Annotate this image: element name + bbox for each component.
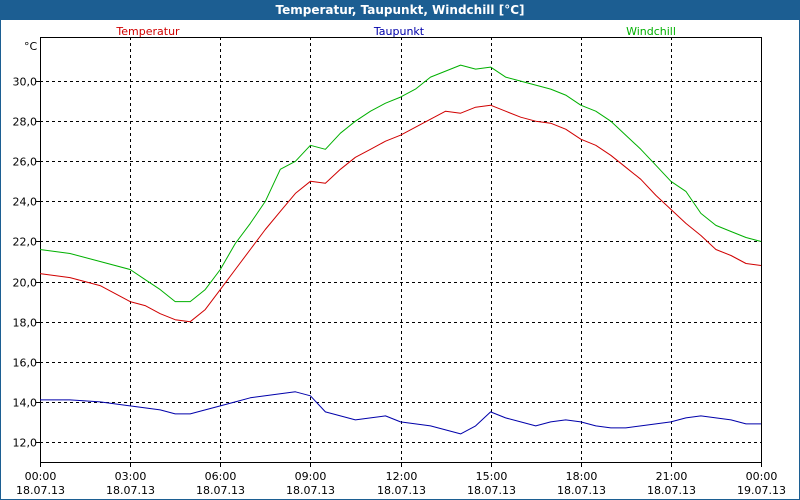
grid (40, 37, 761, 462)
x-tick-time: 00:00 (25, 470, 57, 483)
x-tick-time: 12:00 (386, 470, 418, 483)
x-tick-time: 15:00 (476, 470, 508, 483)
chart-title: Temperatur, Taupunkt, Windchill [°C] (1, 1, 799, 20)
x-tick-date: 18.07.13 (467, 484, 516, 497)
x-tick-date: 18.07.13 (196, 484, 245, 497)
y-tick-label: 20,0 (13, 277, 38, 290)
legend-item-temperatur: Temperatur (115, 25, 180, 38)
legend-item-taupunkt: Taupunkt (373, 25, 425, 38)
y-tick-label: 16,0 (13, 357, 38, 370)
y-tick-label: 22,0 (13, 236, 38, 249)
y-tick-label: 14,0 (13, 397, 38, 410)
y-tick-label: 18,0 (13, 317, 38, 330)
series-group (39, 64, 762, 435)
x-tick-date: 18.07.13 (557, 484, 606, 497)
x-tick-time: 03:00 (115, 470, 147, 483)
series-line-temperatur (39, 104, 762, 323)
y-tick-label: 12,0 (13, 437, 38, 450)
x-tick-date: 19.07.13 (737, 484, 786, 497)
legend: Temperatur Taupunkt Windchill (115, 25, 676, 38)
tick-labels: 12,0 14,0 16,0 18,0 20,0 22,0 24,0 26,0 28,0 30,0… (13, 40, 786, 497)
x-tick-time: 21:00 (656, 470, 688, 483)
y-tick-label: 30,0 (13, 76, 38, 89)
x-tick-time: 06:00 (205, 470, 237, 483)
x-tick-date: 18.07.13 (647, 484, 696, 497)
y-tick-label: 28,0 (13, 116, 38, 129)
x-tick-date: 18.07.13 (286, 484, 335, 497)
x-tick-time: 18:00 (566, 470, 598, 483)
series-line-windchill (39, 64, 762, 303)
x-tick-date: 18.07.13 (16, 484, 65, 497)
x-tick-time: 00:00 (746, 470, 778, 483)
x-tick-date: 18.07.13 (106, 484, 155, 497)
x-tick-date: 18.07.13 (377, 484, 426, 497)
y-axis-unit-label: °C (24, 40, 38, 53)
legend-item-windchill: Windchill (626, 25, 676, 38)
y-tick-label: 26,0 (13, 156, 38, 169)
x-tick-time: 09:00 (295, 470, 327, 483)
y-tick-label: 24,0 (13, 196, 38, 209)
series-line-taupunkt (40, 391, 761, 435)
